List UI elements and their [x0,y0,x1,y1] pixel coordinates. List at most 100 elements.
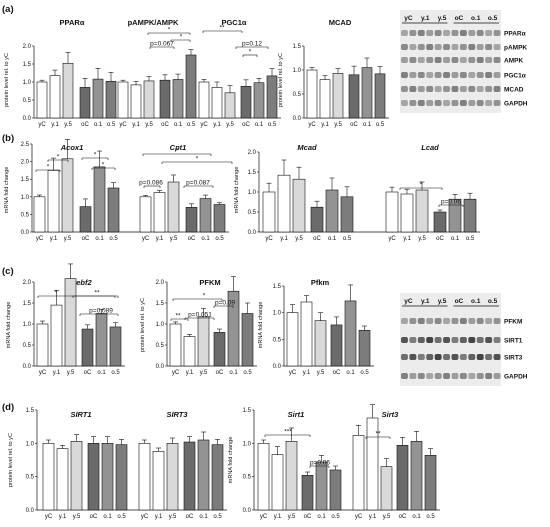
y-tick-label: 1.5 [23,62,32,68]
bar [400,193,414,233]
blot-band [417,30,425,36]
group-title: PGC1α [221,18,246,27]
bar [92,78,104,119]
bar [213,332,226,367]
x-tick-label: o.5 [466,236,475,242]
x-tick-label: o.5 [331,514,340,520]
significance-label: ** [219,25,225,32]
bar [433,211,447,233]
x-tick-label: o.1 [412,514,421,520]
x-tick-label: o.5 [343,236,352,242]
blot-band [401,57,408,63]
panel-label-d: (d) [2,402,14,413]
group-title: PPARα [60,18,85,27]
significance-label: * [102,162,105,169]
x-tick-label: y.5 [169,514,177,520]
y-tick-label: 2.5 [21,142,30,148]
blots-layer: yC y.1 y.5 oC o.1 o.5 PPARα pAMPK AMPK PGC1α MCAD G… [400,10,528,386]
y-tick-label: 0.0 [243,508,252,514]
bar [300,301,313,367]
bar [199,198,212,233]
blot-band [485,354,493,360]
blot-band [426,86,434,92]
x-tick-label: y.5 [145,122,153,128]
group-title: Srebf2 [68,278,92,287]
blot-band-label: GAPDH [504,101,528,108]
chart-a_mcad: 0.0 0.5 1.0 1.5 protein level rel. to yC MCAD… [278,18,389,128]
x-tick-label: yC [265,236,273,242]
bar [310,206,324,233]
blot-band [401,373,408,379]
y-tick-label: 1.5 [156,301,165,307]
blot-band [434,86,442,92]
bar [410,441,423,511]
x-tick-label: o.5 [107,122,116,128]
x-tick-label: o.1 [317,514,326,520]
x-tick-label: y.1 [59,514,67,520]
x-tick-label: y.5 [67,370,75,376]
significance-label: p=0.089 [89,308,113,315]
y-tick-label: 0.0 [21,230,30,236]
bar [42,443,55,511]
bar [159,79,171,119]
x-tick-label: yC [172,370,180,376]
y-tick-label: 1.5 [248,170,257,176]
bar [139,196,152,233]
blot-band [459,30,467,36]
chart-b_right: 0.0 0.5 1.0 1.5 2.0 mRNA fold change Mcad yC y.1… [234,143,480,242]
x-tick-label: y.5 [64,122,72,128]
bar [319,79,331,119]
y-tick-label: 1.0 [156,322,165,328]
bar [415,189,429,233]
blot-lane-label: o.5 [488,298,498,305]
bar [172,79,184,119]
group-title: Cpt1 [170,143,187,152]
bar [62,62,74,119]
x-tick-label: y.1 [156,236,164,242]
blot-band [485,337,493,343]
bar [183,441,196,511]
blot-band [434,57,442,63]
blot-background [400,293,501,386]
blot-band [417,57,425,63]
blot-band [434,100,442,106]
bar [79,206,92,233]
blot-band [485,30,493,36]
blot-band [493,373,501,379]
x-tick-label: o.1 [229,370,238,376]
blot-band-label: GAPDH [504,374,528,381]
blot-lane-label: o.5 [488,15,498,22]
x-tick-label: o.1 [451,236,460,242]
bar [64,278,77,367]
x-tick-label: y.1 [321,122,329,128]
x-tick-label: o.5 [243,370,252,376]
y-tick-label: 0.5 [156,343,165,349]
blot-band [409,354,417,360]
blot-band [409,57,417,63]
group-title: Sirt3 [382,410,400,419]
blot-band [409,44,417,50]
significance-label: * [196,156,199,163]
y-tick-label: 1.0 [273,311,282,317]
blot-band [485,373,493,379]
y-axis-label: protein level rel. to yC [8,433,14,487]
blot-band-label: SIRT3 [504,355,523,362]
x-tick-label: o.1 [174,122,183,128]
blot-band [493,30,501,36]
chart-d_right: 0.0 0.5 1.0 1.5 mRNA fold change Sirt1 yC y.1 y.… [228,404,440,520]
blot-band [417,373,425,379]
y-tick-label: 1.0 [23,322,32,328]
blot-band [459,100,467,106]
x-tick-label: yC [141,514,149,520]
x-tick-label: oC [333,370,341,376]
x-tick-label: oC [436,236,444,242]
y-tick-label: 0.5 [293,92,302,98]
x-tick-label: y.5 [418,236,426,242]
blot-band [434,318,442,324]
bar [107,187,120,233]
western-blot-blot_a: yC y.1 y.5 oC o.1 o.5 PPARα pAMPK AMPK PGC1α MCAD G… [400,10,528,113]
blot-band [409,72,417,78]
blot-band [451,44,459,50]
blot-band-label: MCAD [504,87,524,94]
